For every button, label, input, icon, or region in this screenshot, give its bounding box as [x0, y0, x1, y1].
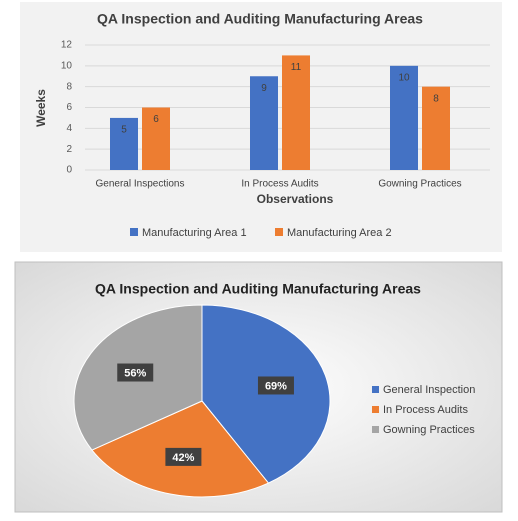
data-label: 9	[261, 83, 267, 94]
bar	[422, 86, 450, 170]
legend-swatch	[372, 426, 379, 433]
bar	[110, 117, 138, 170]
data-label: 6	[153, 114, 159, 125]
legend-label: In Process Audits	[383, 404, 468, 416]
y-tick-label: 6	[66, 102, 72, 113]
x-tick-label: General Inspections	[96, 179, 185, 190]
legend-swatch	[372, 406, 379, 413]
x-tick-label: Gowning Practices	[378, 179, 461, 190]
bar	[390, 65, 418, 170]
x-axis-title: Observations	[257, 192, 334, 206]
y-tick-label: 8	[66, 81, 72, 92]
legend-label: Gowning Practices	[383, 424, 475, 436]
bar-title: QA Inspection and Auditing Manufacturing…	[97, 11, 423, 27]
data-label: 42%	[172, 452, 194, 464]
bar	[142, 107, 170, 170]
data-label: 11	[291, 62, 302, 73]
legend-swatch	[372, 386, 379, 393]
y-tick-label: 0	[66, 165, 72, 176]
y-axis-title: Weeks	[34, 89, 48, 127]
y-tick-label: 10	[61, 60, 73, 71]
y-tick-label: 12	[61, 40, 73, 51]
bar	[282, 55, 310, 170]
legend-swatch	[275, 228, 283, 236]
legend-label: Manufacturing Area 2	[287, 227, 392, 239]
data-label-box	[257, 376, 294, 395]
data-label-box	[117, 363, 154, 382]
data-label-box	[165, 447, 202, 466]
data-label: 5	[121, 125, 127, 136]
data-label: 10	[398, 72, 410, 83]
legend-label: Manufacturing Area 1	[142, 227, 247, 239]
bar	[250, 76, 278, 170]
y-tick-label: 4	[66, 123, 72, 134]
data-label: 69%	[265, 380, 287, 392]
data-label: 56%	[124, 367, 146, 379]
legend-label: General Inspection	[383, 384, 475, 396]
y-tick-label: 2	[66, 144, 72, 155]
data-label: 8	[433, 93, 439, 104]
pie-title: QA Inspection and Auditing Manufacturing…	[95, 281, 421, 297]
x-tick-label: In Process Audits	[241, 179, 318, 190]
legend-swatch	[130, 228, 138, 236]
